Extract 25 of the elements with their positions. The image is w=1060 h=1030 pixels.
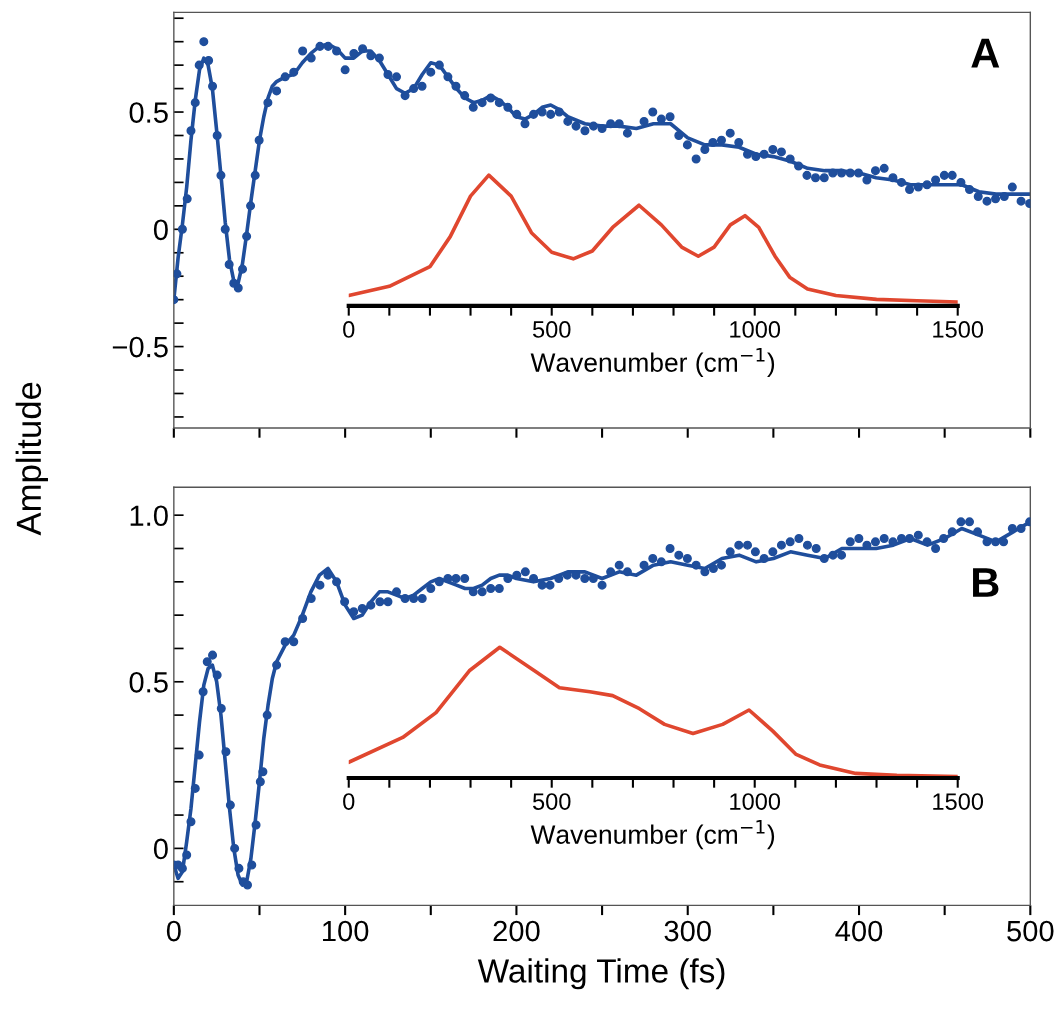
y-tick-label: 0 <box>153 219 168 241</box>
y-tick-label: 1.0 <box>130 505 168 527</box>
x-tick-label: 1000 <box>730 793 781 810</box>
y-axis-title: Amplitude <box>15 382 48 536</box>
x-tick-label: 0 <box>343 793 355 810</box>
y-tick-label: 0.5 <box>129 671 168 693</box>
annotation: A <box>971 38 1000 68</box>
x-tick-label: 400 <box>835 920 883 942</box>
x-axis-title: Wavenumber (cm$^{−1}$) <box>530 820 775 850</box>
y-tick-label: 0.5 <box>129 102 168 123</box>
x-tick-label: 1000 <box>730 321 781 338</box>
x-tick-label: 500 <box>532 793 571 810</box>
annotation: B <box>973 568 999 597</box>
y-tick-label: −0.5 <box>112 336 168 358</box>
x-tick-label: 300 <box>664 920 711 942</box>
x-tick-label: 0 <box>343 321 355 338</box>
x-axis-title: Wavenumber (cm$^{−1}$) <box>530 348 775 378</box>
x-tick-label: 500 <box>1007 920 1054 942</box>
x-tick-label: 500 <box>532 321 571 338</box>
x-tick-label: 1500 <box>933 793 984 810</box>
x-tick-label: 100 <box>323 920 369 942</box>
x-axis-title: Waiting Time (fs) <box>477 958 725 990</box>
x-tick-label: 200 <box>493 920 540 942</box>
x-tick-label: 1500 <box>933 321 984 338</box>
y-tick-label: 0 <box>153 838 168 860</box>
